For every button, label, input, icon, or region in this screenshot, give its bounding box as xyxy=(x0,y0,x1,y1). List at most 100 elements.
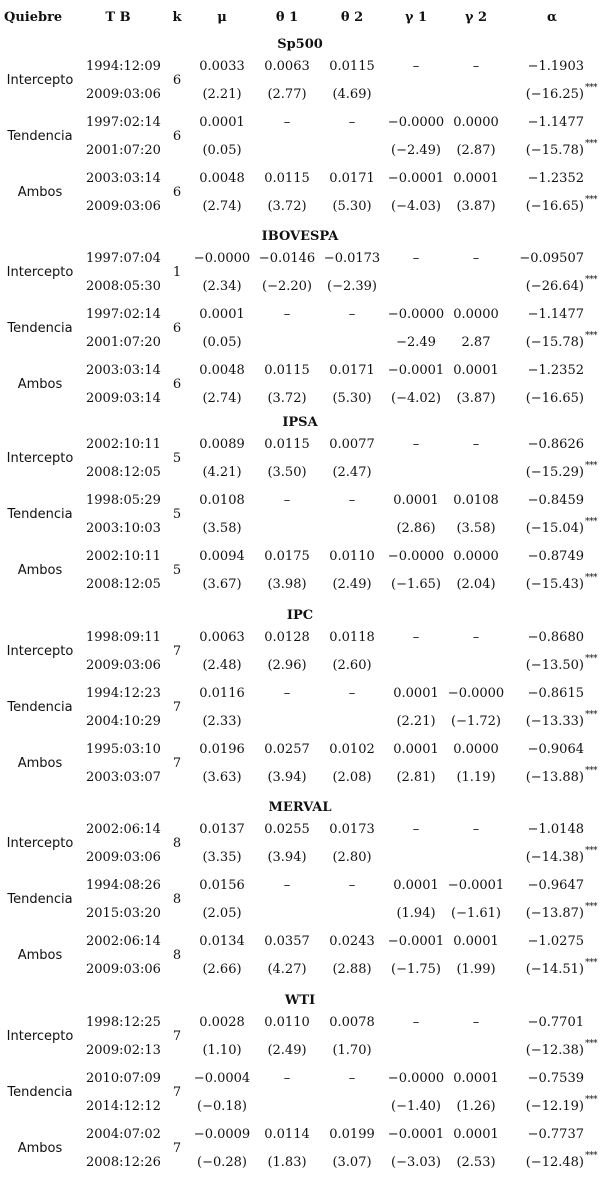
section-title: IPC xyxy=(286,608,314,623)
t-stat: (2.49) xyxy=(332,577,372,592)
row-label: Tendencia xyxy=(7,892,73,907)
t-stat: (2.77) xyxy=(267,87,307,102)
alpha-estimate: −1.2352 xyxy=(527,171,584,186)
t-stat: (3.63) xyxy=(202,770,242,785)
estimate: 0.0000 xyxy=(453,307,499,322)
t-stat: (3.35) xyxy=(202,850,242,865)
estimate: 0.0115 xyxy=(264,437,310,452)
break-date-1: 2010:07:09 xyxy=(86,1071,161,1086)
significance-stars: *** xyxy=(585,139,598,149)
estimate: 0.0001 xyxy=(453,171,499,186)
estimate: – xyxy=(472,59,480,74)
header-mu: μ xyxy=(217,10,227,25)
t-stat: (1.83) xyxy=(267,1155,307,1170)
t-stat: (4.69) xyxy=(332,87,372,102)
t-stat: (3.98) xyxy=(267,577,307,592)
estimate: – xyxy=(348,493,356,508)
t-stat: (2.21) xyxy=(396,714,436,729)
estimate: 0.0110 xyxy=(329,549,375,564)
significance-stars: *** xyxy=(585,1095,598,1105)
t-stat: (−3.03) xyxy=(391,1155,441,1170)
break-date-2: 2001:07:20 xyxy=(86,143,161,158)
section-title: IPSA xyxy=(282,415,318,430)
estimate: −0.0001 xyxy=(387,363,445,378)
alpha-t-stat: (−13.33) xyxy=(525,714,584,729)
estimate: 0.0108 xyxy=(199,493,245,508)
header-theta1: θ 1 xyxy=(275,10,299,25)
t-stat: (2.48) xyxy=(202,658,242,673)
break-date-1: 2002:10:11 xyxy=(86,437,161,452)
section-title: WTI xyxy=(284,993,316,1008)
t-stat: (2.47) xyxy=(332,465,372,480)
estimate: −0.0000 xyxy=(387,115,445,130)
t-stat: (2.05) xyxy=(202,906,242,921)
alpha-estimate: −0.7539 xyxy=(527,1071,584,1086)
estimate: 0.0175 xyxy=(264,549,310,564)
header-alpha: α xyxy=(546,10,558,25)
estimate: 0.0000 xyxy=(453,115,499,130)
row-label: Tendencia xyxy=(7,321,73,336)
estimate: 0.0137 xyxy=(199,822,245,837)
estimate: −0.0001 xyxy=(387,934,445,949)
t-stat: (1.10) xyxy=(202,1043,242,1058)
t-stat: (0.05) xyxy=(202,143,242,158)
header-gamma2: γ 2 xyxy=(464,10,488,25)
break-date-1: 1998:09:11 xyxy=(86,630,161,645)
t-stat: (2.53) xyxy=(456,1155,496,1170)
row-label: Intercepto xyxy=(6,1029,74,1044)
lag-k: 7 xyxy=(172,1029,182,1044)
estimate: – xyxy=(412,822,420,837)
estimate: 0.0000 xyxy=(453,549,499,564)
t-stat: 2.87 xyxy=(461,335,491,350)
lag-k: 7 xyxy=(172,1141,182,1156)
break-date-1: 2003:03:14 xyxy=(86,363,161,378)
estimate: −0.0000 xyxy=(447,686,505,701)
break-date-2: 2009:03:06 xyxy=(86,199,161,214)
estimate: 0.0001 xyxy=(393,742,439,757)
break-date-2: 2009:03:06 xyxy=(86,87,161,102)
t-stat: (4.21) xyxy=(202,465,242,480)
alpha-estimate: −1.1903 xyxy=(527,59,584,74)
t-stat: (3.87) xyxy=(456,391,496,406)
break-date-1: 2002:06:14 xyxy=(86,822,161,837)
break-date-2: 2008:05:30 xyxy=(86,279,161,294)
estimate: −0.0000 xyxy=(193,251,251,266)
estimate: 0.0001 xyxy=(453,1071,499,1086)
estimate: 0.0102 xyxy=(329,742,375,757)
row-label: Intercepto xyxy=(6,836,74,851)
t-stat: (2.74) xyxy=(202,391,242,406)
alpha-t-stat: (−12.19) xyxy=(525,1099,584,1114)
lag-k: 5 xyxy=(172,563,182,578)
estimate: – xyxy=(283,307,291,322)
break-date-2: 2004:10:29 xyxy=(86,714,161,729)
t-stat: (3.87) xyxy=(456,199,496,214)
t-stat: (2.80) xyxy=(332,850,372,865)
estimate: 0.0118 xyxy=(329,630,375,645)
estimate: 0.0063 xyxy=(199,630,245,645)
alpha-estimate: −0.7737 xyxy=(527,1127,584,1142)
t-stat: (2.66) xyxy=(202,962,242,977)
estimate: 0.0001 xyxy=(393,878,439,893)
significance-stars: *** xyxy=(585,1039,598,1049)
lag-k: 8 xyxy=(172,892,182,907)
estimate: 0.0001 xyxy=(393,686,439,701)
t-stat: (2.96) xyxy=(267,658,307,673)
estimate: −0.0000 xyxy=(387,1071,445,1086)
estimate: – xyxy=(283,686,291,701)
estimate: – xyxy=(283,878,291,893)
estimate: 0.0028 xyxy=(199,1015,245,1030)
row-label: Tendencia xyxy=(7,700,73,715)
significance-stars: *** xyxy=(585,83,598,93)
significance-stars: *** xyxy=(585,331,598,341)
t-stat: (3.58) xyxy=(456,521,496,536)
lag-k: 7 xyxy=(172,1085,182,1100)
break-date-1: 2002:06:14 xyxy=(86,934,161,949)
t-stat: (0.05) xyxy=(202,335,242,350)
estimate: 0.0001 xyxy=(453,934,499,949)
break-date-2: 2009:02:13 xyxy=(86,1043,161,1058)
estimate: – xyxy=(348,1071,356,1086)
row-label: Ambos xyxy=(17,377,63,392)
estimate: 0.0156 xyxy=(199,878,245,893)
t-stat: (3.94) xyxy=(267,850,307,865)
estimate: 0.0001 xyxy=(393,493,439,508)
